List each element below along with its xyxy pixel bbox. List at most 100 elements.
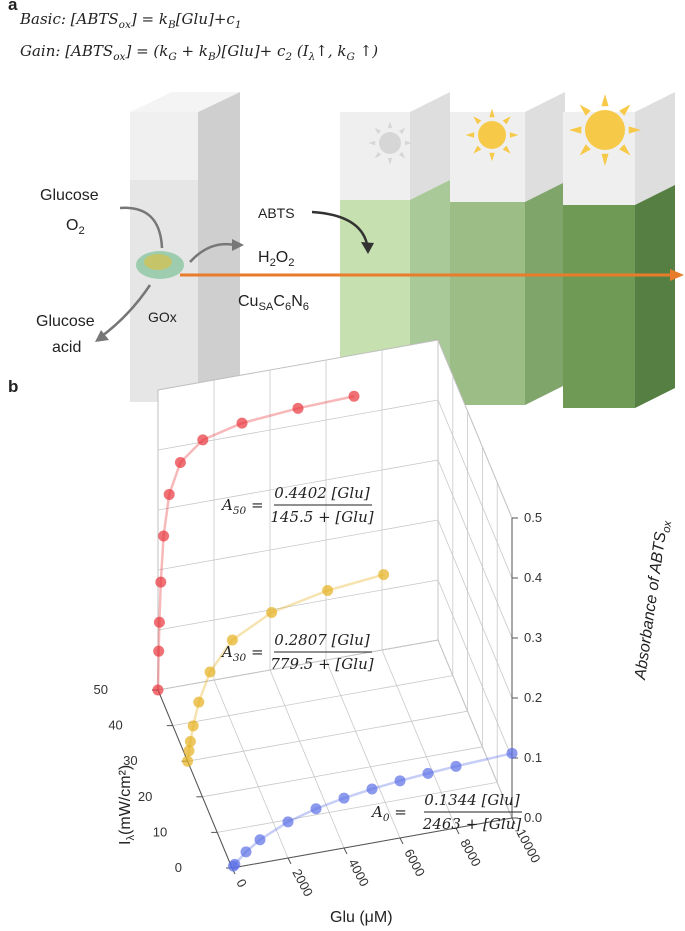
data-point <box>322 585 334 597</box>
grid-line <box>437 639 513 819</box>
fit-numerator: 0.1344 [Glu] <box>424 791 520 809</box>
data-point <box>450 760 462 772</box>
y-tick-label: 20 <box>138 789 152 804</box>
x-tick <box>511 817 516 825</box>
data-point <box>197 434 209 446</box>
grid-line <box>157 519 439 571</box>
subscript: 2 <box>78 225 84 237</box>
text-part: Gain: [ABTS <box>20 42 113 60</box>
grid-line <box>157 459 439 511</box>
data-point <box>187 720 199 732</box>
data-point <box>292 402 304 414</box>
sun-ray <box>368 140 376 146</box>
sun <box>585 110 625 150</box>
text-part: A <box>370 803 383 821</box>
data-point <box>158 530 170 542</box>
panel-label: b <box>8 377 18 396</box>
text-part: H <box>258 249 270 266</box>
subscript: ox <box>113 51 125 63</box>
grid-line <box>187 710 468 762</box>
text-part: = <box>246 643 263 661</box>
liquid <box>450 202 525 405</box>
data-point <box>254 834 266 846</box>
data-point <box>378 569 390 581</box>
grid-line <box>157 579 439 631</box>
sun-ray <box>489 108 495 118</box>
grid-line <box>217 782 498 833</box>
data-point <box>338 792 350 804</box>
data-point <box>366 783 378 795</box>
sun-ray <box>619 104 631 116</box>
grid-line <box>172 675 453 726</box>
sun-ray <box>473 116 482 125</box>
z-axis-label: Absorbance of ABTSox <box>632 519 674 682</box>
text-part: (mW/cm²) <box>117 765 134 835</box>
axis-edge <box>157 689 233 869</box>
grid-line <box>437 519 513 699</box>
x-tick <box>343 847 348 855</box>
fit-numerator: 0.2807 [Glu] <box>274 631 370 649</box>
arrowhead <box>670 269 684 281</box>
data-point <box>183 745 195 757</box>
cuvette-front-top <box>130 112 198 180</box>
fit-lhs: A30 = <box>220 643 264 664</box>
y-tick-label: 50 <box>94 682 108 697</box>
chart-3d: 0 2000 4000 6000 8000 10000010203040500.00.10… <box>94 339 674 926</box>
z-tick-label: 0.5 <box>524 510 542 525</box>
subscript: λ <box>125 835 137 841</box>
subscript: 50 <box>233 505 247 517</box>
sun-ray <box>387 157 393 165</box>
data-point <box>184 736 196 748</box>
text-part: I <box>117 841 134 845</box>
cuvette-top <box>130 92 240 112</box>
fit-denominator: 2463 + [Glu] <box>422 815 522 833</box>
subscript: 2 <box>270 257 276 269</box>
sun <box>379 132 401 154</box>
subscript: ox <box>119 19 131 31</box>
text-part: C <box>273 293 285 310</box>
data-point <box>506 747 518 759</box>
label: ABTS <box>258 205 295 221</box>
subscript: 0 <box>383 812 390 824</box>
z-tick-label: 0.4 <box>524 570 542 585</box>
text-part: O <box>276 249 288 266</box>
data-point <box>394 775 406 787</box>
label: GOx <box>148 309 177 325</box>
data-point <box>240 846 252 858</box>
grid-line <box>213 679 289 859</box>
subscript: B <box>167 19 176 31</box>
equation: Gain: [ABTSox] = (kG + kB)[Glu]+ c2 (Iλ↑… <box>20 42 378 63</box>
enzyme-icon <box>144 254 172 270</box>
arrow <box>119 206 164 249</box>
text-part: (I <box>292 42 310 60</box>
subscript: G <box>347 51 355 63</box>
sun-ray <box>489 152 495 162</box>
label: H2O2 <box>258 249 294 269</box>
label: O2 <box>66 217 85 237</box>
subscript: ox <box>661 520 675 534</box>
data-point <box>204 666 216 678</box>
text-part: N <box>291 293 303 310</box>
text-part: = <box>246 496 263 514</box>
text-part: A <box>220 496 233 514</box>
liquid <box>563 205 635 408</box>
arrowhead <box>361 242 374 254</box>
grid-line <box>157 639 439 691</box>
sun-ray <box>579 144 591 156</box>
arrow <box>189 242 236 263</box>
data-point <box>226 634 238 646</box>
fit-denominator: 779.5 + [Glu] <box>270 655 373 673</box>
data-point <box>422 767 434 779</box>
subscript: SA <box>258 301 273 313</box>
grid-line <box>437 579 513 759</box>
subscript: G <box>168 51 176 63</box>
grid-line <box>325 659 401 839</box>
arrowhead <box>232 239 244 251</box>
x-tick <box>455 827 460 835</box>
x-tick-label: 2000 <box>289 866 316 899</box>
text-part: O <box>66 217 78 234</box>
text-part: )[Glu]+ c <box>215 42 286 60</box>
sun <box>478 121 506 149</box>
arrow <box>311 210 369 245</box>
